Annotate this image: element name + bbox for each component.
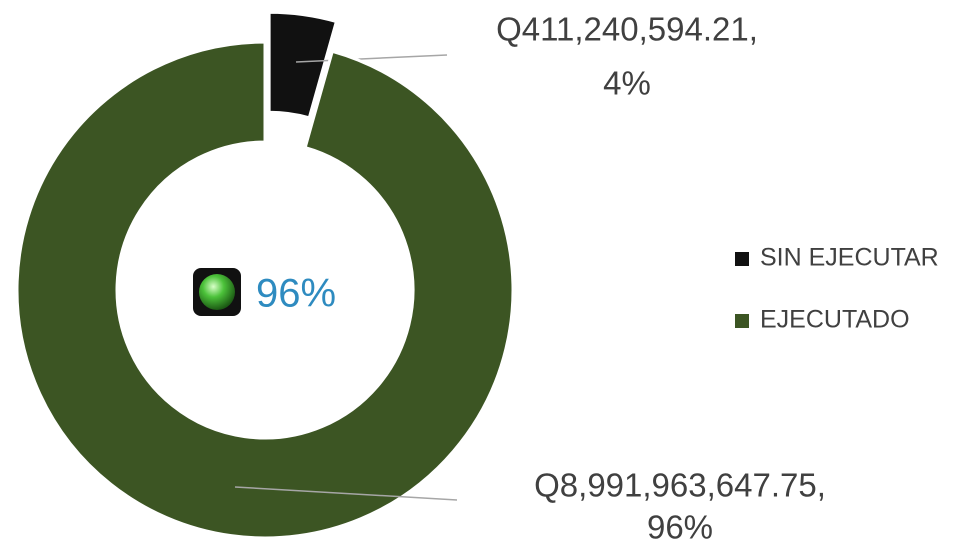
data-label: 4% xyxy=(603,65,651,102)
legend-swatch xyxy=(735,314,749,328)
leader-line xyxy=(295,54,448,63)
center-label: 96% xyxy=(256,272,336,316)
legend-label: SIN EJECUTAR xyxy=(760,244,939,272)
data-label: 96% xyxy=(647,509,713,546)
legend-swatch xyxy=(735,252,749,266)
donut-slice xyxy=(15,40,515,540)
donut-slice xyxy=(267,10,339,120)
leader-line xyxy=(234,486,458,501)
data-label: Q8,991,963,647.75, xyxy=(534,467,826,504)
legend-label: EJECUTADO xyxy=(760,306,910,334)
data-label: Q411,240,594.21, xyxy=(496,11,758,48)
status-icon xyxy=(193,268,241,316)
